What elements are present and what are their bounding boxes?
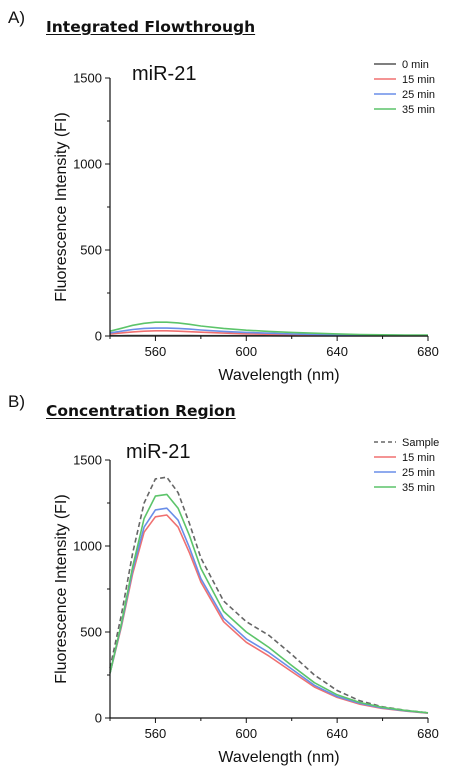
b-x-tick-label-600: 600 (235, 726, 257, 741)
b-legend-label-1: 15 min (402, 452, 435, 464)
a-series-line-3 (109, 321, 429, 336)
b-series-line-3 (109, 493, 429, 714)
a-y-tick-label-0: 0 (95, 329, 102, 344)
a-x-tick-label-600: 600 (235, 344, 257, 359)
a-legend-label-1: 15 min (402, 74, 435, 86)
b-x-axis-label: Wavelength (nm) (218, 749, 339, 766)
a-legend-label-2: 25 min (402, 89, 435, 101)
a-legend-label-0: 0 min (402, 59, 429, 71)
a-x-tick-label-680: 680 (417, 344, 439, 359)
b-annotation: miR-21 (126, 441, 190, 463)
a-y-tick-label-1000: 1000 (73, 157, 102, 172)
b-y-tick-label-0: 0 (95, 711, 102, 726)
panel-a-title: Integrated Flowthrough (46, 18, 256, 36)
b-series-line-0 (109, 476, 429, 714)
b-legend-label-3: 35 min (402, 482, 435, 494)
panel-a-label: A) (8, 8, 25, 27)
b-series-line-2 (109, 507, 429, 714)
b-series-line-1 (109, 514, 429, 714)
a-y-tick-label-1500: 1500 (73, 71, 102, 86)
a-x-tick-label-640: 640 (326, 344, 348, 359)
a-x-tick-label-560: 560 (145, 344, 167, 359)
chart-a: 560 600 640 680 0 500 1000 1500 Wavelength (nm) F… (53, 59, 439, 384)
b-x-tick-label-640: 640 (326, 726, 348, 741)
b-y-tick-label-1500: 1500 (73, 453, 102, 468)
a-y-tick-label-500: 500 (80, 243, 102, 258)
a-y-axis-label: Fluorescence Intensity (FI) (53, 112, 70, 301)
a-legend-label-3: 35 min (402, 104, 435, 116)
a-legend: 0 min 15 min 25 min 35 min (374, 59, 435, 116)
chart-b: 560 600 640 680 0 500 1000 1500 Wavelength (nm) F… (53, 437, 439, 766)
b-x-tick-label-560: 560 (145, 726, 167, 741)
panel-b-label: B) (8, 392, 25, 411)
panel-b-title: Concentration Region (46, 402, 236, 420)
a-x-axis-label: Wavelength (nm) (218, 367, 339, 384)
b-legend-label-0: Sample (402, 437, 439, 449)
panel-a: A) Integrated Flowthrough 560 600 640 680 0 5… (8, 8, 439, 384)
b-legend: Sample 15 min 25 min 35 min (374, 437, 439, 494)
b-y-axis-label: Fluorescence Intensity (FI) (53, 494, 70, 683)
b-legend-label-2: 25 min (402, 467, 435, 479)
b-y-tick-label-500: 500 (80, 625, 102, 640)
panel-b: B) Concentration Region 560 600 640 680 0 500… (0, 384, 450, 768)
a-annotation: miR-21 (132, 63, 196, 85)
b-y-tick-label-1000: 1000 (73, 539, 102, 554)
b-x-tick-label-680: 680 (417, 726, 439, 741)
